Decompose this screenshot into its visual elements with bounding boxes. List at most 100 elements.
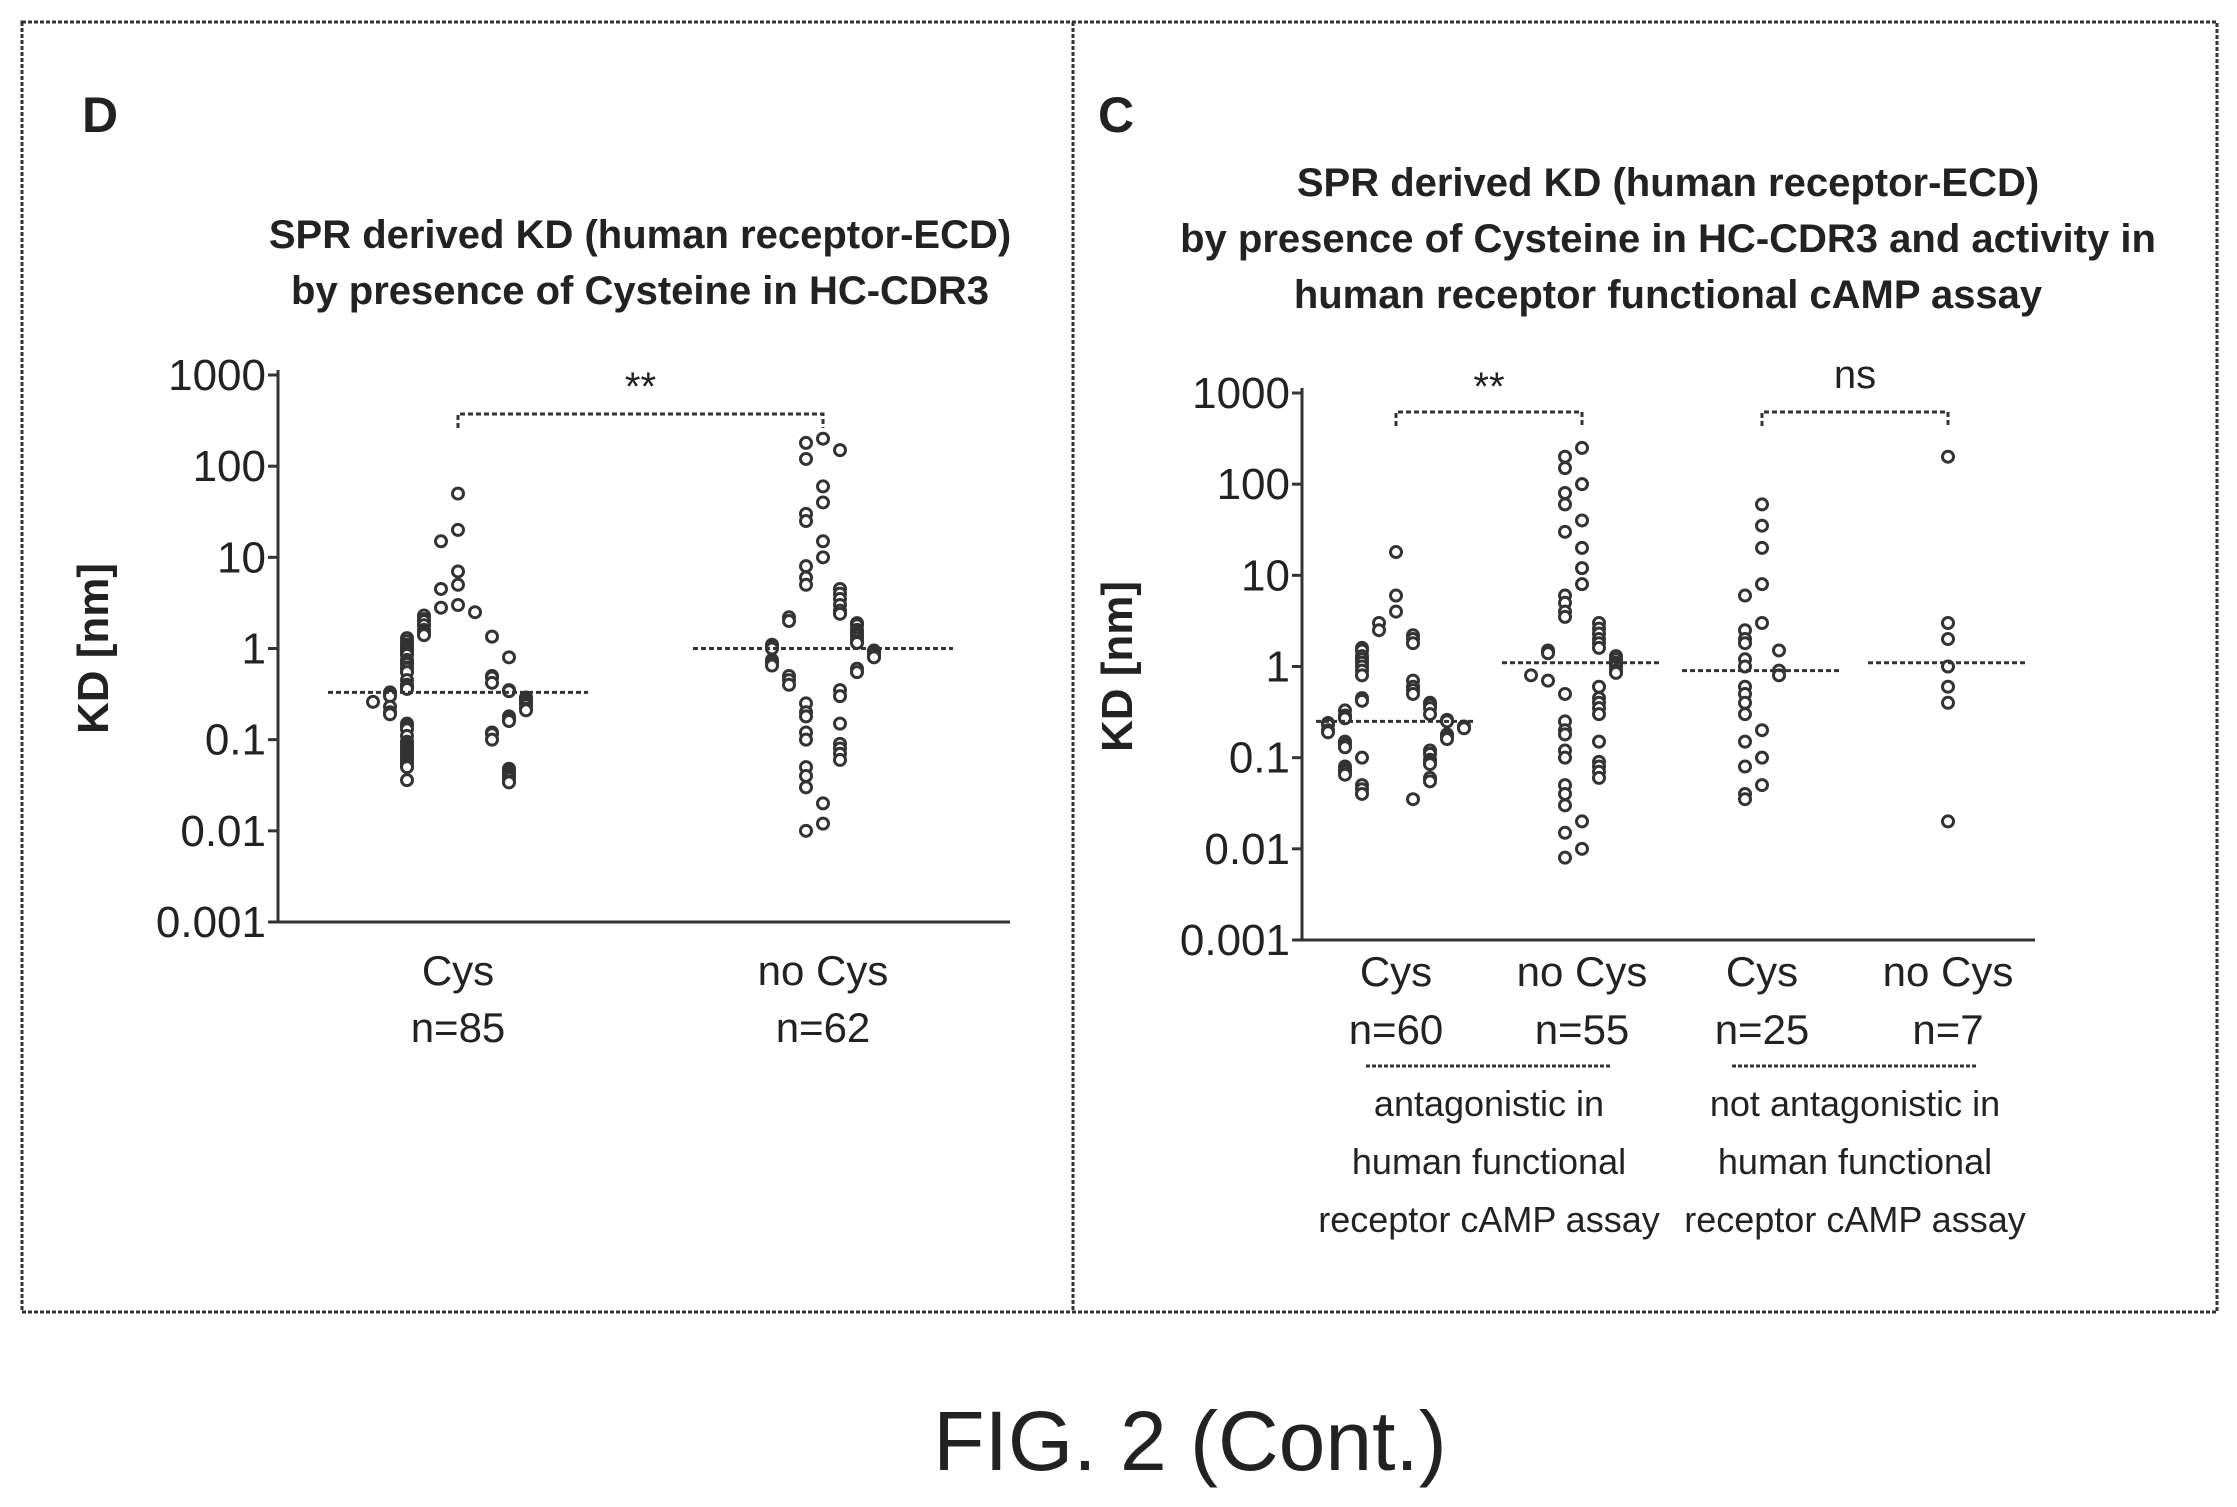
data-point <box>799 577 813 592</box>
group-label-line: receptor cAMP assay <box>1684 1199 2025 1240</box>
data-point <box>1755 778 1769 793</box>
data-point <box>1440 732 1454 747</box>
y-tick-label: 1 <box>242 625 266 674</box>
data-point <box>1423 774 1437 789</box>
data-point <box>1338 767 1352 782</box>
group-label-line: antagonistic in <box>1374 1083 1604 1124</box>
data-point <box>1558 850 1572 865</box>
data-point <box>1738 734 1752 749</box>
data-point <box>1558 497 1572 512</box>
category-label: Cys <box>1726 948 1798 995</box>
data-point <box>1541 673 1555 688</box>
data-point <box>816 534 830 549</box>
data-point <box>816 796 830 811</box>
data-point <box>1575 841 1589 856</box>
data-point <box>799 709 813 724</box>
data-point <box>1406 636 1420 651</box>
data-point <box>1558 609 1572 624</box>
panel-c: C SPR derived KD (human receptor-ECD) by p… <box>1093 87 2156 1240</box>
data-point <box>799 768 813 783</box>
y-axis-label: KD [nm] <box>69 563 118 734</box>
data-point <box>1524 668 1538 683</box>
data-point <box>1755 577 1769 592</box>
y-tick-label: 10 <box>1241 551 1290 600</box>
data-point <box>1941 632 1955 647</box>
data-point <box>451 598 465 613</box>
data-point <box>1738 707 1752 722</box>
figure-caption: FIG. 2 (Cont.) <box>933 1394 1446 1488</box>
data-point <box>816 479 830 494</box>
n-label: n=62 <box>776 1004 871 1051</box>
y-tick-label: 0.01 <box>180 807 266 856</box>
data-point <box>850 635 864 650</box>
category-label: no Cys <box>1517 948 1648 995</box>
data-point <box>1941 679 1955 694</box>
data-point <box>850 665 864 680</box>
data-point <box>1389 604 1403 619</box>
data-point <box>1558 750 1572 765</box>
data-point <box>799 559 813 574</box>
data-point <box>1558 686 1572 701</box>
y-tick-label: 1000 <box>1192 369 1290 418</box>
data-point <box>1423 757 1437 772</box>
data-point <box>451 486 465 501</box>
data-point <box>799 451 813 466</box>
data-point <box>485 732 499 747</box>
data-point <box>502 650 516 665</box>
chart-title-line: SPR derived KD (human receptor-ECD) <box>269 213 1011 257</box>
chart-title-line: SPR derived KD (human receptor-ECD) <box>1297 161 2039 205</box>
data-point <box>1406 686 1420 701</box>
data-point <box>816 495 830 510</box>
data-point <box>799 435 813 450</box>
data-point <box>1755 616 1769 631</box>
data-point <box>502 714 516 729</box>
data-point <box>1755 497 1769 512</box>
data-point <box>1457 721 1471 736</box>
data-point <box>1389 545 1403 560</box>
data-point <box>1321 725 1335 740</box>
data-point <box>451 564 465 579</box>
data-point <box>1738 759 1752 774</box>
data-point <box>1558 486 1572 501</box>
data-point <box>1592 770 1606 785</box>
significance-bracket <box>1760 410 1950 426</box>
data-point <box>502 775 516 790</box>
data-point <box>1755 518 1769 533</box>
data-point <box>1755 750 1769 765</box>
data-point <box>1738 636 1752 651</box>
category-label: no Cys <box>1883 948 2014 995</box>
n-label: n=55 <box>1535 1006 1630 1053</box>
group-label-line: human functional <box>1352 1141 1626 1182</box>
chart-title-line: by presence of Cysteine in HC-CDR3 and a… <box>1180 217 2156 261</box>
data-point <box>1575 561 1589 576</box>
data-point <box>867 650 881 665</box>
data-point <box>1575 577 1589 592</box>
data-point <box>799 823 813 838</box>
data-point <box>383 707 397 722</box>
data-point <box>816 816 830 831</box>
chart-title-line: human receptor functional cAMP assay <box>1294 273 2043 317</box>
panel-letter: D <box>82 87 118 143</box>
data-point <box>485 675 499 690</box>
data-point <box>1338 740 1352 755</box>
data-point <box>1355 668 1369 683</box>
data-point <box>1755 540 1769 555</box>
data-point <box>833 689 847 704</box>
data-point <box>1755 723 1769 738</box>
data-point <box>833 443 847 458</box>
data-point <box>1558 727 1572 742</box>
data-point <box>1558 798 1572 813</box>
figure-frame <box>20 20 2219 1314</box>
data-point <box>1609 665 1623 680</box>
data-point <box>782 614 796 629</box>
y-tick-label: 0.001 <box>1180 916 1290 965</box>
data-point <box>468 605 482 620</box>
data-point <box>1558 825 1572 840</box>
data-point <box>1592 679 1606 694</box>
significance-bracket <box>1394 410 1584 426</box>
chart-title-line: by presence of Cysteine in HC-CDR3 <box>291 269 989 313</box>
data-point <box>765 658 779 673</box>
data-point <box>1355 693 1369 708</box>
data-point <box>1355 786 1369 801</box>
data-point <box>400 773 414 788</box>
